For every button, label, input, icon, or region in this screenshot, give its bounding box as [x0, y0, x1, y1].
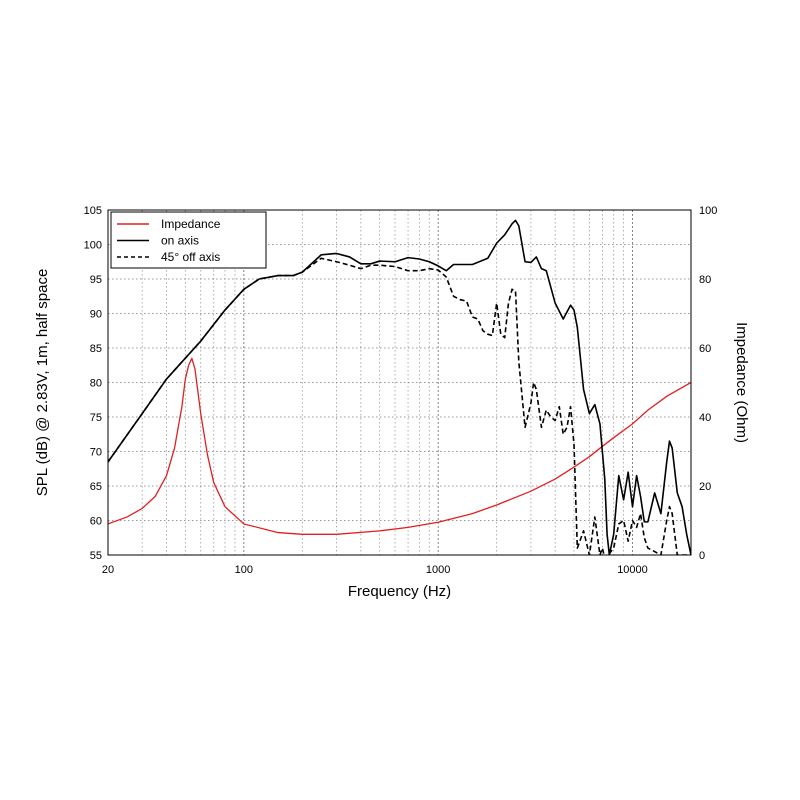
legend: Impedance on axis 45° off axis [110, 211, 267, 269]
y-tick-label: 105 [84, 205, 102, 217]
y2-tick-label: 80 [699, 274, 711, 286]
y2-tick-label: 100 [699, 205, 717, 217]
impedance-line [108, 357, 691, 535]
y-tick-label: 85 [90, 343, 102, 355]
y-tick-label: 75 [90, 412, 102, 424]
y-tick-label: 80 [90, 378, 102, 390]
tick-labels: 55 60 65 70 75 80 85 90 95 100 105 0 20 40 60 80 100 20 10… [84, 205, 718, 576]
off-axis-45-line [108, 257, 691, 555]
on-axis-line [108, 219, 691, 555]
y-tick-label: 100 [84, 240, 102, 252]
x-tick-label: 1000 [426, 564, 450, 576]
y-tick-label: 70 [90, 447, 102, 459]
x-tick-label: 20 [102, 564, 114, 576]
y-tick-label: 90 [90, 309, 102, 321]
y-tick-label: 60 [90, 516, 102, 528]
y-axis-title: SPL (dB) @ 2.83V, 1m, half space [34, 269, 51, 497]
x-tick-label: 10000 [617, 564, 648, 576]
series-layer [108, 219, 691, 555]
y2-tick-label: 20 [699, 481, 711, 493]
y-tick-label: 55 [90, 550, 102, 562]
legend-label-impedance: Impedance [161, 217, 221, 231]
y2-tick-label: 40 [699, 412, 711, 424]
legend-label-off-axis: 45° off axis [161, 250, 220, 264]
y2-axis-title: Impedance (Ohm) [733, 322, 750, 443]
y-tick-label: 95 [90, 274, 102, 286]
y2-tick-label: 0 [699, 550, 705, 562]
x-axis-title: Frequency (Hz) [348, 583, 451, 600]
legend-label-on-axis: on axis [161, 234, 199, 248]
x-tick-label: 100 [235, 564, 253, 576]
y-tick-label: 65 [90, 481, 102, 493]
plot-frame [107, 209, 692, 556]
y2-tick-label: 60 [699, 343, 711, 355]
